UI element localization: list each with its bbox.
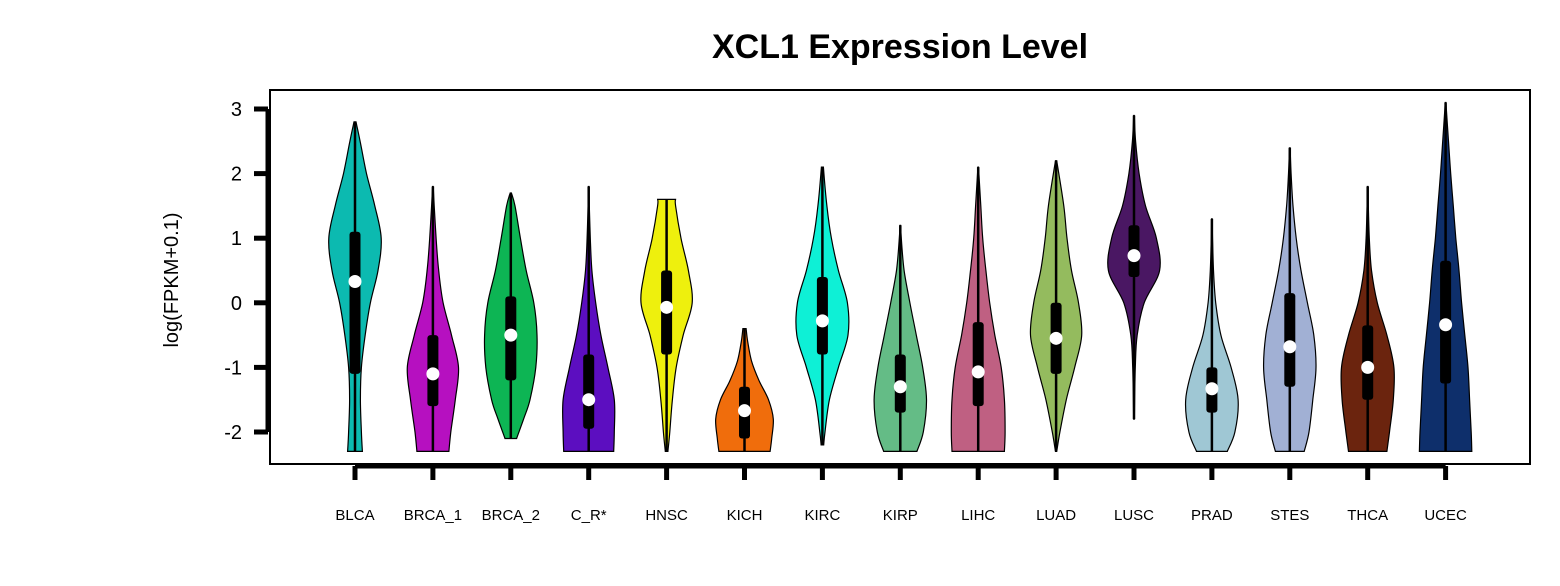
x-tick-label: KICH <box>727 507 763 524</box>
chart-title: XCL1 Expression Level <box>712 28 1088 66</box>
violin-blca <box>328 121 382 452</box>
violin-median-point <box>1049 331 1063 345</box>
y-axis: 3 2 1 0 -1 -2 <box>224 99 271 444</box>
violin-iqr-box <box>349 231 361 374</box>
y-tick-label: 1 <box>231 228 242 250</box>
x-axis: BLCA BRCA_1 BRCA_2 C_R* HNSC KICH KIRC KIRP LIHC… <box>335 463 1467 524</box>
violin-median-point <box>582 393 596 407</box>
y-axis-label: log(FPKM+0.1) <box>161 212 183 347</box>
violin-kirc <box>795 166 850 446</box>
y-tick-label: -2 <box>224 422 242 444</box>
violin-iqr-box <box>972 322 984 407</box>
violin-brca-1 <box>406 185 460 452</box>
x-tick-label: KIRP <box>883 507 918 524</box>
x-tick-label: KIRC <box>804 507 840 524</box>
violin-median-point <box>1439 318 1453 332</box>
violin-prad <box>1184 218 1239 452</box>
x-tick-label: C_R* <box>571 507 607 524</box>
violin-lusc <box>1107 114 1161 420</box>
violins-group <box>328 101 1473 452</box>
violin-median-point <box>1205 382 1219 396</box>
y-tick-label: 2 <box>231 164 242 186</box>
violin-median-point <box>348 274 362 288</box>
violin-median-point <box>660 300 674 314</box>
x-tick-label: LUSC <box>1114 507 1154 524</box>
violin-median-point <box>738 404 751 418</box>
x-tick-label: LUAD <box>1036 507 1076 524</box>
violin-luad <box>1029 160 1083 452</box>
violin-median-point <box>1127 249 1141 263</box>
violin-ucec <box>1418 101 1473 452</box>
violin-median-point <box>893 380 907 394</box>
y-tick-label: 0 <box>231 293 242 315</box>
x-tick-label: PRAD <box>1191 507 1233 524</box>
x-tick-label: BRCA_2 <box>482 507 540 524</box>
violin-kirp <box>873 224 928 452</box>
violin-median-point <box>971 365 985 379</box>
x-tick-label: UCEC <box>1424 507 1467 524</box>
x-tick-label: HNSC <box>645 507 688 524</box>
violin-thca <box>1340 185 1395 452</box>
violin-iqr-box <box>1284 293 1296 387</box>
violin-iqr-box <box>583 354 595 429</box>
y-tick-label: -1 <box>224 357 242 379</box>
y-tick-label: 3 <box>231 99 242 121</box>
violin-kich <box>715 328 774 452</box>
x-tick-label: STES <box>1270 507 1309 524</box>
violin-median-point <box>815 314 829 328</box>
violin-lihc <box>950 166 1006 452</box>
x-tick-label: BRCA_1 <box>404 507 462 524</box>
violin-c-r- <box>561 185 616 452</box>
x-tick-label: LIHC <box>961 507 995 524</box>
violin-median-point <box>1283 340 1297 354</box>
x-tick-label: BLCA <box>335 507 374 524</box>
violin-brca-2 <box>483 192 538 440</box>
violin-hnsc <box>640 198 693 452</box>
violin-median-point <box>426 367 440 381</box>
violin-median-point <box>504 328 518 342</box>
x-tick-label: THCA <box>1347 507 1388 524</box>
violin-stes <box>1262 147 1317 452</box>
violin-median-point <box>1361 360 1375 374</box>
